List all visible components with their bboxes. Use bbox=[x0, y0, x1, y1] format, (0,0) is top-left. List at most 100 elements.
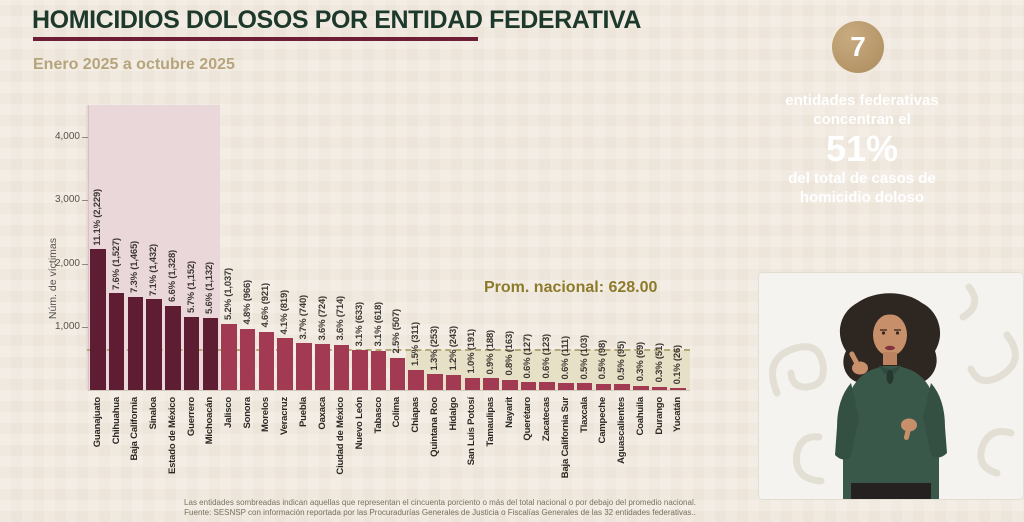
bar-value-label: 7.6% (1,527) bbox=[110, 237, 122, 290]
bar-value-label: 0.5% (98) bbox=[597, 340, 609, 380]
x-tick-label: Baja California bbox=[129, 397, 141, 461]
bar-Campeche bbox=[595, 383, 612, 390]
footnotes: Las entidades sombreadas indican aquella… bbox=[70, 498, 810, 517]
x-tick-label: Sonora bbox=[241, 397, 253, 429]
badge-line-4: homicidio doloso bbox=[799, 189, 925, 206]
page-subtitle: Enero 2025 a octubre 2025 bbox=[33, 56, 235, 73]
bar-value-label: 5.2% (1,037) bbox=[222, 268, 234, 321]
x-tick-label: Veracruz bbox=[279, 397, 291, 436]
x-tick-label: Estado de México bbox=[166, 397, 178, 475]
badge-line-3: del total de casos de bbox=[788, 170, 936, 187]
bar-Michoacán bbox=[202, 318, 219, 390]
bar-value-label: 4.8% (966) bbox=[241, 280, 253, 325]
y-tick-mark bbox=[82, 200, 88, 202]
x-tick-label: Zacatecas bbox=[541, 397, 553, 442]
y-axis-title: Núm. de víctimas bbox=[47, 238, 59, 320]
bar-Nayarit bbox=[502, 379, 518, 390]
bar-value-label: 0.9% (188) bbox=[485, 329, 497, 375]
bar-Morelos bbox=[258, 331, 275, 390]
x-tick-label: Ciudad de México bbox=[335, 397, 347, 475]
badge-percent: 51% bbox=[825, 128, 899, 169]
x-tick-label: Chiapas bbox=[410, 397, 422, 433]
badge-line-2: concentran el bbox=[813, 111, 911, 128]
y-tick-mark bbox=[82, 263, 88, 265]
bar-value-label: 11.1% (2,229) bbox=[91, 188, 103, 246]
x-tick-label: Hidalgo bbox=[447, 397, 459, 431]
x-tick-label: Tamaulipas bbox=[485, 397, 497, 447]
wallpaper-flourish-pattern bbox=[769, 283, 1019, 485]
bar-value-label: 0.5% (95) bbox=[616, 340, 628, 380]
y-tick-mark bbox=[82, 326, 88, 328]
y-axis-line bbox=[88, 105, 89, 390]
x-tick-label: Chihuahua bbox=[110, 397, 122, 445]
interpreter-illustration bbox=[759, 273, 1023, 499]
x-tick-label: Baja California Sur bbox=[559, 397, 571, 479]
bar-value-label: 5.6% (1,132) bbox=[204, 262, 216, 315]
bar-Tabasco bbox=[370, 350, 387, 390]
bar-Colima bbox=[389, 357, 406, 390]
bar-Querétaro bbox=[520, 381, 537, 390]
bar-Chiapas bbox=[408, 370, 424, 390]
bar-value-label: 0.8% (163) bbox=[503, 331, 515, 376]
bar-Puebla bbox=[296, 343, 312, 390]
x-axis-line bbox=[88, 390, 690, 391]
y-tick-label: 2,000 bbox=[54, 257, 80, 269]
bar-Aguascalientes bbox=[614, 383, 630, 390]
x-tick-label: Campeche bbox=[597, 397, 609, 444]
bar-value-label: 6.6% (1,328) bbox=[166, 250, 178, 303]
bar-value-label: 7.3% (1,465) bbox=[129, 241, 141, 294]
x-tick-label: Tlaxcala bbox=[578, 397, 590, 433]
bar-Oaxaca bbox=[314, 344, 331, 390]
bar-value-label: 0.1% (26) bbox=[672, 344, 684, 385]
bar-Hidalgo bbox=[445, 374, 462, 390]
x-tick-label: Michoacán bbox=[204, 397, 216, 445]
y-tick-label: 4,000 bbox=[54, 131, 80, 143]
x-tick-label: San Luis Potosí bbox=[466, 397, 478, 466]
x-tick-label: Morelos bbox=[260, 397, 272, 433]
badge-number-circle: 7 bbox=[832, 21, 884, 73]
bar-value-label: 7.1% (1,432) bbox=[148, 243, 160, 296]
bar-Sonora bbox=[239, 328, 256, 390]
x-tick-label: Quintana Roo bbox=[428, 397, 440, 457]
x-tick-label: Querétaro bbox=[522, 397, 534, 441]
sign-language-interpreter-video bbox=[758, 272, 1024, 500]
interpreter-person bbox=[835, 293, 947, 499]
footnote-source: Fuente: SESNSP con información reportada… bbox=[184, 507, 696, 517]
bar-Yucatán bbox=[670, 388, 686, 390]
bar-Baja California Sur bbox=[558, 382, 574, 390]
bar-value-label: 3.6% (724) bbox=[316, 295, 328, 341]
x-tick-label: Colima bbox=[391, 397, 403, 428]
x-tick-label: Aguascalientes bbox=[616, 397, 628, 464]
bar-Sinaloa bbox=[146, 299, 162, 390]
bar-value-label: 2.5% (507) bbox=[391, 309, 403, 354]
bar-value-label: 0.3% (51) bbox=[653, 343, 665, 383]
x-tick-label: Coahuila bbox=[634, 397, 646, 436]
bar-value-label: 1.3% (253) bbox=[428, 325, 440, 371]
bar-Durango bbox=[651, 386, 668, 390]
x-tick-label: Puebla bbox=[297, 397, 309, 427]
bar-value-label: 3.1% (618) bbox=[372, 302, 384, 347]
x-tick-label: Nuevo León bbox=[354, 397, 366, 450]
bar-Chihuahua bbox=[108, 293, 125, 390]
bar-value-label: 0.6% (123) bbox=[541, 333, 553, 379]
national-average-line bbox=[87, 349, 690, 352]
footnote-shading: Las entidades sombreadas indican aquella… bbox=[184, 498, 696, 507]
bar-value-label: 3.1% (633) bbox=[354, 301, 366, 346]
x-tick-label: Guanajuato bbox=[91, 397, 103, 448]
bar-Zacatecas bbox=[539, 382, 555, 390]
y-tick-label: 3,000 bbox=[54, 194, 80, 206]
badge-line-1: entidades federativas bbox=[785, 92, 939, 109]
page-title: HOMICIDIOS DOLOSOS POR ENTIDAD FEDERATIV… bbox=[32, 6, 642, 34]
bar-Veracruz bbox=[277, 338, 293, 390]
x-tick-label: Durango bbox=[653, 397, 665, 435]
bar-value-label: 0.6% (127) bbox=[522, 333, 534, 378]
badge-number: 7 bbox=[850, 31, 866, 62]
bar-San Luis Potosí bbox=[464, 377, 481, 390]
x-tick-label: Oaxaca bbox=[316, 397, 328, 430]
bar-Guanajuato bbox=[90, 249, 106, 390]
bar-Jalisco bbox=[221, 324, 237, 390]
bar-value-label: 0.3% (69) bbox=[634, 342, 646, 382]
bar-Ciudad de México bbox=[333, 344, 350, 390]
x-tick-label: Jalisco bbox=[222, 397, 234, 428]
